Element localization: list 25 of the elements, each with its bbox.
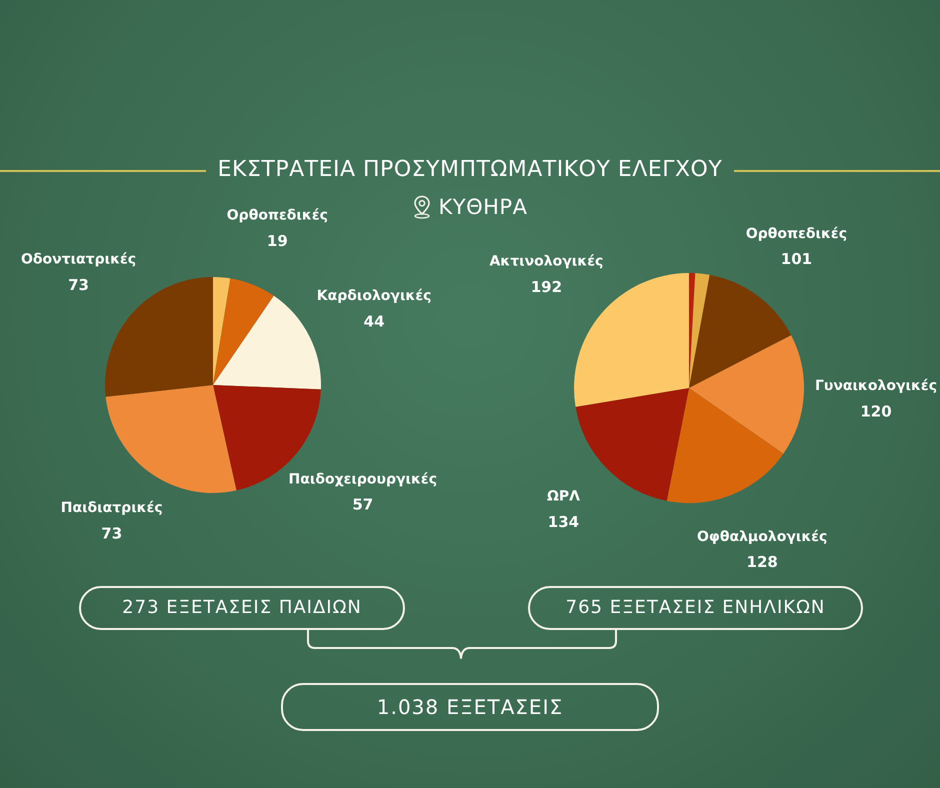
slice-label: Ορθοπεδικές	[746, 226, 848, 242]
text: 765 ΕΞΕΤΑΣΕΙΣ ΕΝΗΛΙΚΩΝ	[564, 596, 826, 620]
slice-label: ΩΡΛ	[546, 488, 580, 505]
slice-label: Οδοντιατρικές	[20, 252, 136, 268]
slice-label: Καρδιολογικές	[316, 288, 432, 304]
data-label: 73	[68, 276, 89, 294]
data-label: 19	[266, 232, 288, 250]
text: 273 ΕΞΕΤΑΣΕΙΣ ΠΑΙΔΙΩΝ	[121, 596, 363, 620]
slice-label: Γυναικολογικές	[814, 378, 938, 394]
slice-label: Παιδοχειρουργικές	[288, 471, 437, 488]
slice-label: Ορθοπεδικές	[226, 208, 328, 224]
text: 1.038 ΕΞΕΤΑΣΕΙΣ	[376, 695, 564, 719]
data-label: 73	[101, 524, 122, 542]
slice-label: Παιδιατρικές	[60, 500, 163, 516]
text: ΚΥΘΗΡΑ	[438, 194, 528, 221]
data-label: 120	[860, 402, 892, 420]
slice-label: Ακτινολογικές	[489, 254, 604, 270]
slice-label: Οφθαλμολογικές	[696, 528, 828, 545]
data-label: 101	[780, 250, 812, 268]
data-label: 57	[352, 496, 374, 514]
data-label: 44	[364, 312, 385, 330]
data-label: 134	[548, 512, 580, 531]
data-label: 128	[746, 553, 778, 572]
chart-title: ΕΚΣΤΡΑΤΕΙΑ ΠΡΟΣΥΜΠΤΩΜΑΤΙΚΟΥ ΕΛΕΓΧΟΥ	[218, 157, 722, 182]
data-label: 192	[530, 278, 562, 296]
